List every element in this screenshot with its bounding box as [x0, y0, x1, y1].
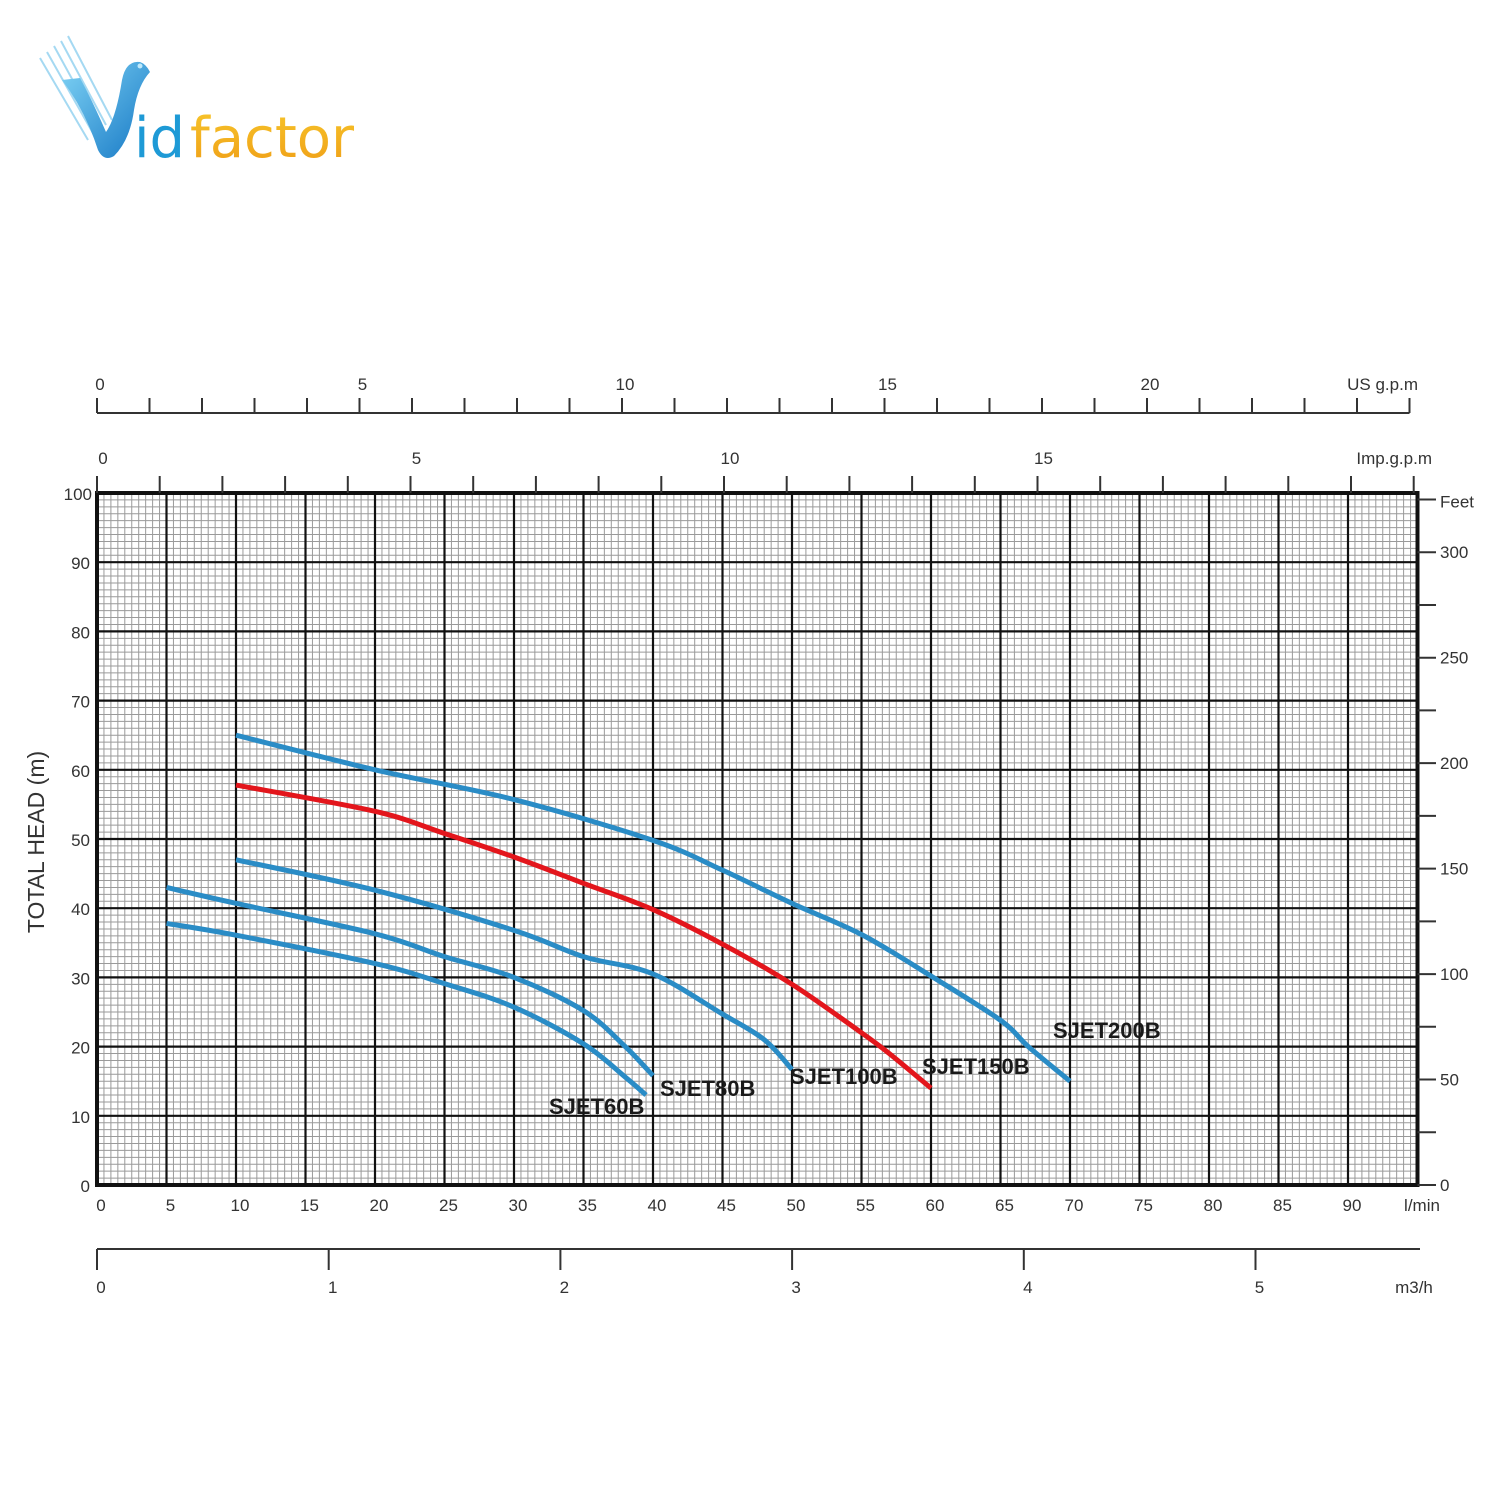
x-tick-label: 35: [578, 1196, 597, 1215]
y-tick-label: 100: [64, 485, 92, 504]
x-axis-unit-label: l/min: [1404, 1196, 1440, 1215]
x-tick-label: 90: [1343, 1196, 1362, 1215]
y-tick-label: 20: [71, 1039, 90, 1058]
y-tick-label: 50: [71, 831, 90, 850]
curves: [165, 732, 1072, 1097]
us-gpm-tick-label: 15: [878, 375, 897, 394]
vidfactor-logo: id factor: [39, 35, 355, 171]
logo-text-factor: factor: [190, 106, 355, 171]
imp-gpm-tick-label: 5: [412, 449, 421, 468]
logo-bird-icon: [39, 35, 150, 159]
grid: [95, 491, 1420, 1187]
us-gpm-tick-label: 5: [358, 375, 367, 394]
x-tick-label: 40: [648, 1196, 667, 1215]
x-tick-label: 15: [300, 1196, 319, 1215]
axes: 0 5 10 15 20 25 30 35 40 45 50 55 60 65 70 75 80 85 90 l/mi…: [64, 375, 1475, 1297]
series-label-sjet150b: SJET150B: [922, 1054, 1030, 1079]
m3h-tick-label: 3: [791, 1278, 800, 1297]
x-tick-label: 0: [96, 1196, 105, 1215]
x-tick-label: 70: [1065, 1196, 1084, 1215]
y-tick-label: 30: [71, 969, 90, 988]
feet-tick-label: 100: [1440, 965, 1468, 984]
imp-gpm-tick-label: 10: [721, 449, 740, 468]
curve-sjet200b: [235, 732, 1072, 1084]
x-tick-label: 50: [787, 1196, 806, 1215]
x-tick-label: 5: [166, 1196, 175, 1215]
x-tick-label: 20: [370, 1196, 389, 1215]
x-tick-label: 65: [995, 1196, 1014, 1215]
series-label-sjet60b: SJET60B: [549, 1094, 644, 1119]
x-tick-label: 10: [231, 1196, 250, 1215]
m3h-tick-label: 4: [1023, 1278, 1032, 1297]
imp-gpm-tick-label: 15: [1034, 449, 1053, 468]
x-tick-label: 85: [1273, 1196, 1292, 1215]
x-tick-label: 45: [717, 1196, 736, 1215]
x-tick-label: 60: [926, 1196, 945, 1215]
series-label-sjet100b: SJET100B: [790, 1064, 898, 1089]
imp-gpm-unit-label: Imp.g.p.m: [1356, 449, 1432, 468]
curve-sjet80b: [165, 885, 655, 1078]
feet-tick-label: 150: [1440, 860, 1468, 879]
y-tick-label: 90: [71, 554, 90, 573]
series-labels: SJET60B SJET80B SJET100B SJET150B SJET200B: [549, 1018, 1161, 1119]
us-gpm-tick-label: 0: [95, 375, 104, 394]
logo-text-id: id: [134, 106, 185, 171]
x-tick-label: 80: [1204, 1196, 1223, 1215]
y-tick-label: 0: [81, 1177, 90, 1196]
x-tick-label: 30: [509, 1196, 528, 1215]
y-tick-label: 80: [71, 623, 90, 642]
imp-gpm-tick-label: 0: [98, 449, 107, 468]
curve-sjet150b: [235, 782, 933, 1091]
series-label-sjet80b: SJET80B: [660, 1076, 755, 1101]
feet-unit-label: Feet: [1440, 493, 1474, 512]
m3h-tick-label: 0: [96, 1278, 105, 1297]
m3h-tick-label: 1: [328, 1278, 337, 1297]
feet-tick-label: 50: [1440, 1071, 1459, 1090]
curve-sjet60b: [166, 920, 648, 1097]
m3h-unit-label: m3/h: [1395, 1278, 1433, 1297]
feet-tick-label: 300: [1440, 543, 1468, 562]
m3h-tick-label: 2: [560, 1278, 569, 1297]
y-tick-label: 70: [71, 693, 90, 712]
x-tick-label: 25: [439, 1196, 458, 1215]
feet-tick-label: 200: [1440, 754, 1468, 773]
feet-tick-label: 0: [1440, 1176, 1449, 1195]
x-tick-label: 75: [1134, 1196, 1153, 1215]
curve-sjet100b: [235, 857, 794, 1072]
us-gpm-tick-label: 10: [616, 375, 635, 394]
feet-tick-label: 250: [1440, 649, 1468, 668]
plot-border: [95, 491, 1420, 1187]
y-tick-label: 40: [71, 900, 90, 919]
x-tick-label: 55: [856, 1196, 875, 1215]
series-label-sjet200b: SJET200B: [1053, 1018, 1161, 1043]
m3h-tick-label: 5: [1255, 1278, 1264, 1297]
y-tick-label: 10: [71, 1108, 90, 1127]
us-gpm-tick-label: 20: [1141, 375, 1160, 394]
us-gpm-unit-label: US g.p.m: [1347, 375, 1418, 394]
y-axis-label: TOTAL HEAD (m): [23, 751, 49, 933]
y-tick-label: 60: [71, 762, 90, 781]
